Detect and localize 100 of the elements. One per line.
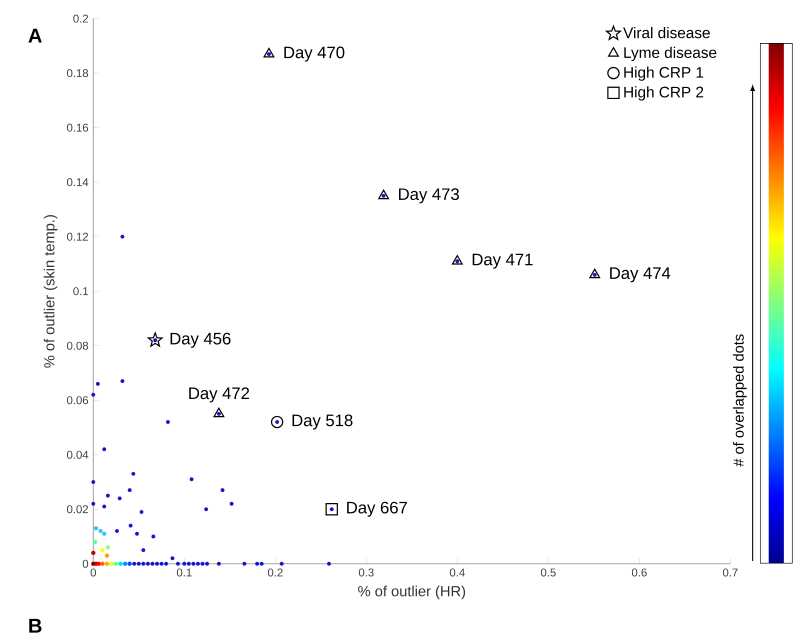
point <box>155 562 159 566</box>
point <box>146 562 150 566</box>
point <box>204 507 208 512</box>
point <box>128 562 132 566</box>
point <box>260 562 264 566</box>
point <box>170 556 174 560</box>
point <box>205 562 210 566</box>
text: A <box>28 28 42 43</box>
point <box>91 502 96 506</box>
point <box>120 379 124 384</box>
x-axis-title: % of outlier (HR) <box>358 586 466 600</box>
x-tick-label: 0.3 <box>358 568 374 576</box>
point <box>216 562 221 566</box>
point <box>213 408 224 418</box>
annotation: Day 473 <box>399 188 459 204</box>
point <box>114 562 118 566</box>
x-tick-label: 0.6 <box>632 568 647 576</box>
point <box>98 528 103 534</box>
point <box>131 472 136 476</box>
point <box>104 553 110 558</box>
annotation: Day 472 <box>189 387 250 402</box>
x-tick-label: 0.7 <box>722 568 738 576</box>
annotation: Day 518 <box>292 414 352 430</box>
annotation: Day 667 <box>347 502 407 517</box>
point <box>280 562 284 566</box>
point <box>135 532 139 536</box>
point <box>164 562 168 566</box>
point <box>141 548 146 552</box>
point <box>216 412 221 416</box>
point <box>255 562 260 566</box>
color-bar-title: # of overlapped dots <box>733 334 747 467</box>
point <box>326 503 338 516</box>
point <box>166 420 170 424</box>
point <box>115 529 119 533</box>
x-tick-label: 0.2 <box>268 568 283 576</box>
point <box>91 550 96 555</box>
x-tick-label: 0.1 <box>176 568 192 576</box>
annotation: Day 471 <box>472 254 533 269</box>
point <box>589 268 600 278</box>
point <box>102 532 106 536</box>
point <box>151 534 156 538</box>
x-tick-label: 0.5 <box>540 568 556 576</box>
annotation: Day 474 <box>610 267 670 282</box>
point <box>382 194 386 198</box>
point <box>153 338 158 342</box>
point <box>94 526 98 530</box>
point <box>160 562 164 566</box>
point <box>191 562 196 566</box>
y-tick-label: 0.02 <box>66 505 88 514</box>
point <box>92 540 98 544</box>
point <box>230 502 234 506</box>
point <box>120 234 124 239</box>
y-tick-label: 0.16 <box>66 124 88 132</box>
point <box>118 562 123 566</box>
point <box>104 562 110 566</box>
point <box>176 562 180 566</box>
point <box>100 562 105 566</box>
point <box>263 48 274 58</box>
y-tick-label: 0.06 <box>66 396 88 404</box>
point <box>91 392 96 397</box>
y-tick-label: 0.12 <box>66 232 88 241</box>
y-tick-label: 0.2 <box>73 14 88 23</box>
x-tick-label: 0.4 <box>450 568 465 576</box>
point <box>270 416 284 428</box>
point <box>220 488 224 492</box>
text: B <box>29 618 42 633</box>
point <box>196 562 200 566</box>
annotation: Day 456 <box>170 332 231 348</box>
y-tick-label: 0.04 <box>66 450 88 459</box>
legend-label: Lyme disease <box>624 46 716 62</box>
point <box>100 548 105 552</box>
point <box>102 504 106 508</box>
point <box>190 477 194 482</box>
point <box>128 524 133 528</box>
point <box>109 562 114 566</box>
point <box>141 562 146 566</box>
y-tick-label: 0 <box>82 560 88 568</box>
point <box>592 272 597 277</box>
point <box>106 545 110 550</box>
legend-label: High CRP 1 <box>624 66 704 81</box>
point <box>102 447 106 452</box>
point <box>148 332 163 347</box>
legend-label: Viral disease <box>623 26 710 38</box>
y-tick-label: 0.14 <box>66 178 88 186</box>
annotation: Day 470 <box>284 46 344 62</box>
point <box>123 562 128 566</box>
point <box>242 562 246 566</box>
point <box>200 562 204 566</box>
point <box>96 562 101 566</box>
point <box>150 562 154 566</box>
point <box>186 562 191 566</box>
point <box>118 496 122 500</box>
point <box>91 480 96 484</box>
point <box>136 562 141 566</box>
point <box>378 190 390 200</box>
point <box>452 255 463 265</box>
point <box>327 562 331 566</box>
point <box>128 488 132 492</box>
point <box>455 259 460 264</box>
point <box>132 562 136 566</box>
